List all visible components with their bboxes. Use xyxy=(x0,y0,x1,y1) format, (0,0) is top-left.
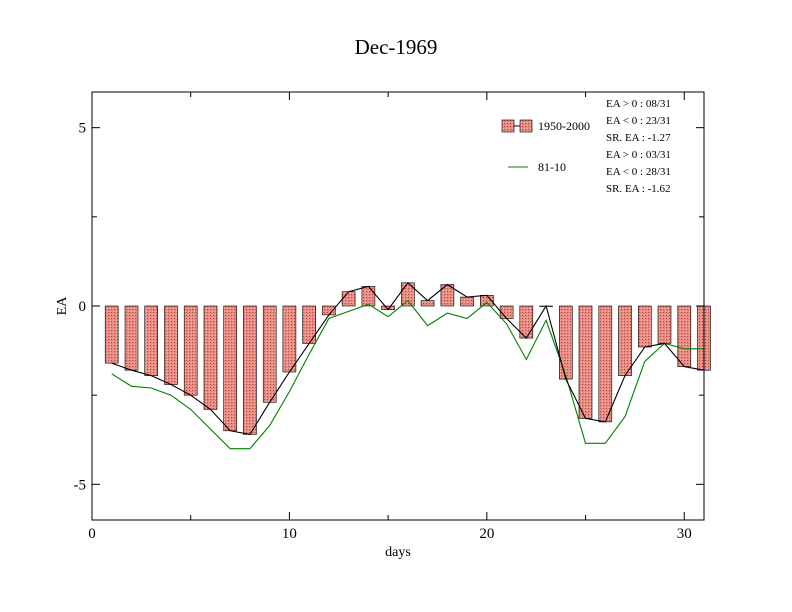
bar-day-30 xyxy=(677,305,692,367)
bar-day-3 xyxy=(144,305,158,376)
x-axis-label: days xyxy=(385,545,411,560)
legend-stat-sr-1950-2000: SR. EA : -1.27 xyxy=(606,132,671,144)
x-tick-label: 20 xyxy=(479,526,494,542)
bar-day-17 xyxy=(420,300,435,307)
bar-day-21 xyxy=(499,305,514,319)
series-line-81-10 xyxy=(111,299,704,450)
series-line-1950-2000 xyxy=(111,281,705,436)
bar-day-10 xyxy=(282,305,297,373)
bar-day-4 xyxy=(164,305,178,385)
y-tick-label: 0 xyxy=(79,299,87,315)
legend-stat-neg-1950-2000: EA < 0 : 23/31 xyxy=(606,115,671,127)
legend-swatch-1950-2000 xyxy=(501,119,515,133)
bar-day-6 xyxy=(203,305,218,410)
x-tick-label: 0 xyxy=(88,526,96,542)
legend-stat-pos-1950-2000: EA > 0 : 08/31 xyxy=(606,98,671,110)
y-axis-label: EA xyxy=(55,296,70,316)
legend-stat-neg-81-10: EA < 0 : 28/31 xyxy=(606,166,671,178)
bar-day-11 xyxy=(302,305,317,344)
bar-day-13 xyxy=(341,291,356,307)
y-tick-label: 5 xyxy=(79,121,87,137)
bar-day-5 xyxy=(183,305,198,396)
bar-day-27 xyxy=(618,305,632,376)
legend-label-1950-2000: 1950-2000 xyxy=(538,119,590,133)
legend-stat-pos-81-10: EA > 0 : 03/31 xyxy=(606,149,671,161)
y-tick-label: -5 xyxy=(74,477,87,493)
legend: 1950-2000 EA > 0 : 08/31 EA < 0 : 23/31 … xyxy=(501,98,671,195)
bar-group-1950-2000 xyxy=(104,282,711,435)
bar-day-19 xyxy=(460,296,474,307)
bar-day-9 xyxy=(262,305,277,403)
x-axis: 0 10 20 30 xyxy=(88,92,692,542)
legend-stat-sr-81-10: SR. EA : -1.62 xyxy=(606,183,670,195)
x-tick-label: 30 xyxy=(677,526,692,542)
bar-day-14 xyxy=(361,286,376,307)
line-group xyxy=(111,281,705,450)
x-tick-label: 10 xyxy=(282,526,297,542)
legend-swatch-1950-2000-right xyxy=(519,119,533,133)
bar-day-29 xyxy=(657,305,672,344)
bar-day-2 xyxy=(124,305,139,371)
bar-day-7 xyxy=(223,305,237,432)
y-axis: 5 0 -5 xyxy=(74,121,704,493)
legend-label-81-10: 81-10 xyxy=(538,160,566,174)
bar-day-12 xyxy=(322,305,336,316)
bar-day-1 xyxy=(104,305,119,364)
chart-title: Dec-1969 xyxy=(355,35,438,59)
bar-day-8 xyxy=(243,305,257,435)
bar-day-26 xyxy=(598,305,613,423)
bar-day-25 xyxy=(578,305,593,419)
bar-day-24 xyxy=(558,305,573,380)
bar-day-28 xyxy=(637,305,652,348)
